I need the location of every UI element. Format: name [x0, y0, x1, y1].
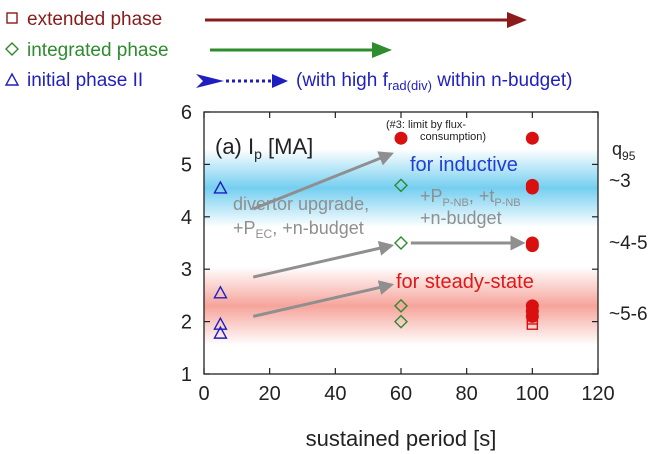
legend-label-extended: extended phase — [27, 9, 162, 30]
legend-note-sub: rad(div) — [388, 78, 432, 93]
points-layer — [213, 131, 539, 339]
y-tick-label-1: 1 — [181, 364, 192, 386]
extended-phase-filled--point-9 — [525, 309, 539, 323]
upgrade-annotation-line1: divertor upgrade, — [233, 194, 369, 214]
integrated-phase-point-3 — [394, 298, 408, 313]
x-tick-label-80: 80 — [456, 383, 478, 405]
flux-annotation-line2: consumption) — [420, 131, 486, 143]
legend-note-initial: (with high frad(div) within n-budget) — [296, 70, 572, 93]
x-axis-label: sustained period [s] — [306, 426, 497, 451]
extended-phase-filled--point-4 — [525, 181, 539, 195]
x-tick-label-20: 20 — [259, 383, 281, 405]
trend-arrow-2 — [252, 240, 395, 279]
q95-value-3: ~3 — [609, 171, 631, 192]
ticks-layer: 0 20 40 60 80 100 120 1 2 3 4 5 6 — [181, 102, 615, 405]
y-tick-label-6: 6 — [181, 102, 192, 124]
legend-triangle-marker — [4, 72, 20, 86]
initial-phase-ii-point-4 — [213, 325, 228, 339]
initial-phase-ii-point-1 — [213, 180, 228, 194]
extended-phase-filled--point-1 — [394, 131, 408, 145]
panel-label: (a) Ip [MA] — [215, 134, 313, 162]
trend-arrow-3 — [252, 280, 395, 318]
q95-value-5-6: ~5-6 — [609, 304, 648, 325]
q95-label: q95 — [612, 139, 636, 163]
legend-label-integrated: integrated phase — [27, 40, 169, 61]
legend-arrowhead-integrated — [372, 42, 392, 58]
trend-arrow-1 — [252, 151, 394, 211]
plot-area: 0 20 40 60 80 100 120 1 2 3 4 5 6 — [181, 102, 615, 405]
y-tick-label-3: 3 — [181, 259, 192, 281]
x-tick-label-40: 40 — [324, 383, 346, 405]
legend-arrowhead-initial-solid — [196, 74, 224, 88]
integrated-phase-point-1 — [394, 178, 408, 193]
legend-square-marker — [6, 12, 18, 24]
initial-phase-ii-point-3 — [213, 316, 228, 330]
steady-state-label: for steady-state — [396, 271, 534, 293]
initial-phase-ii-point-2 — [213, 285, 228, 299]
inductive-label: for inductive — [410, 154, 518, 176]
arrows-layer — [252, 151, 526, 318]
integrated-phase-point-4 — [394, 314, 408, 329]
x-tick-label-120: 120 — [581, 383, 614, 405]
x-tick-label-0: 0 — [198, 383, 209, 405]
legend-arrowhead-extended — [507, 12, 527, 28]
y-tick-label-2: 2 — [181, 312, 192, 334]
pnb-annotation-line2: +n-budget — [420, 208, 502, 228]
legend-diamond-marker — [5, 42, 19, 56]
y-tick-label-5: 5 — [181, 154, 192, 176]
x-tick-label-60: 60 — [390, 383, 412, 405]
pnb-annotation-line1: +PP-NB, +tP-NB — [420, 186, 521, 209]
upgrade-annotation-line2: +PEC, +n-budget — [233, 218, 364, 241]
x-tick-label-100: 100 — [516, 383, 549, 405]
y-tick-label-4: 4 — [181, 207, 192, 229]
band-inductive — [204, 148, 598, 228]
legend-arrowhead-initial — [272, 74, 288, 88]
legend: extended phase integrated phase initial … — [4, 9, 572, 93]
integrated-phase-point-2 — [394, 236, 408, 250]
legend-label-initial: initial phase II — [27, 70, 143, 91]
flux-annotation-line1: (#3: limit by flux- — [386, 119, 466, 131]
q95-value-4-5: ~4-5 — [609, 233, 648, 254]
extended-phase-filled--point-2 — [525, 131, 539, 145]
extended-phase-filled--point-6 — [525, 239, 539, 253]
